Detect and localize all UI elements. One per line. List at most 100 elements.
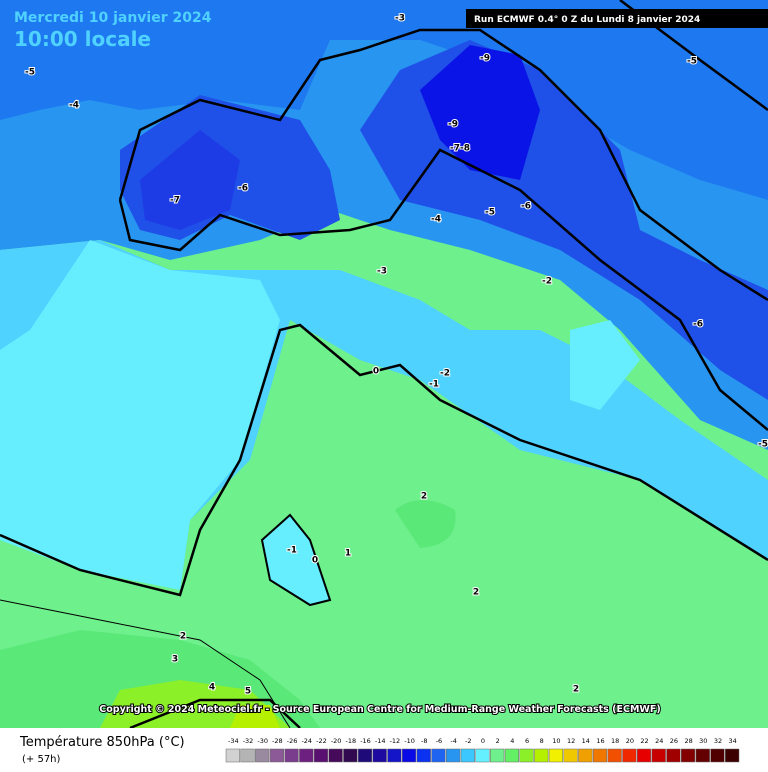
scale-swatch — [475, 748, 490, 763]
scale-label: 6 — [525, 737, 529, 745]
contour-label: -5 — [485, 208, 495, 218]
isotherm-thin — [0, 599, 291, 729]
scale-swatch — [460, 748, 475, 763]
contour-label: -4 — [69, 101, 79, 111]
scale-swatch — [681, 748, 696, 763]
contour-label: -9 — [448, 120, 458, 130]
scale-swatch — [636, 748, 652, 763]
scale-label: 18 — [611, 737, 619, 745]
scale-label: 22 — [640, 737, 648, 745]
region-minus1b — [570, 320, 640, 410]
contour-label: 0 — [312, 556, 318, 566]
map-date: Mercredi 10 janvier 2024 — [14, 10, 212, 26]
region-minus1c — [260, 513, 332, 607]
region-2 — [395, 500, 456, 548]
scale-label: 14 — [582, 737, 590, 745]
scale-swatch — [328, 748, 343, 763]
scale-label: -30 — [257, 737, 268, 745]
scale-swatch — [401, 748, 417, 763]
color-scale: -34 -32 -30 -28 -26 -24 -22 -20 -18 -16 -14 -12 -10-… — [225, 737, 740, 763]
scale-swatch — [387, 748, 402, 763]
scale-swatch — [695, 748, 710, 763]
scale-swatch — [519, 748, 534, 763]
region-5 — [230, 705, 280, 728]
isotherm-5 — [129, 698, 301, 730]
region-minus9 — [420, 45, 540, 180]
contour-label: -6 — [238, 184, 248, 194]
contour-label: 1 — [345, 549, 351, 559]
scale-swatch — [592, 748, 608, 763]
contour-label: -5 — [687, 57, 697, 67]
scale-swatch — [299, 748, 314, 763]
contour-label: -3 — [395, 14, 405, 24]
scale-label: 26 — [670, 737, 678, 745]
scale-swatch — [269, 748, 284, 763]
scale-label: 2 — [496, 737, 500, 745]
scale-label: -24 — [301, 737, 312, 745]
scale-label: 8 — [540, 737, 544, 745]
scale-label: -34 — [228, 737, 239, 745]
scale-label: 28 — [684, 737, 692, 745]
scale-swatch — [357, 748, 373, 763]
contour-label: -1 — [429, 380, 439, 390]
scale-swatch — [284, 748, 299, 763]
scale-label: 12 — [567, 737, 575, 745]
scale-swatch — [343, 748, 358, 763]
isotherm-0 — [0, 323, 768, 597]
scale-swatch — [563, 748, 578, 763]
contour-labels: -3-5-4-9 -5-7-6-9-7-8-4-5-6-3-2-60-1-2-52… — [24, 13, 768, 698]
scale-swatch — [372, 748, 387, 763]
scale-swatch — [225, 748, 240, 763]
scale-label: -32 — [243, 737, 254, 745]
contour-label: 2 — [473, 588, 479, 598]
scale-swatch — [651, 748, 666, 763]
contour-label: -5 — [758, 440, 768, 450]
scale-swatch — [622, 748, 637, 763]
scale-label: 32 — [714, 737, 722, 745]
scale-label: -10 — [404, 737, 415, 745]
scale-label: 34 — [729, 737, 737, 745]
scale-label: 20 — [626, 737, 634, 745]
scale-label: 4 — [510, 737, 514, 745]
contour-label: -5 — [25, 68, 35, 78]
scale-label: -8 — [421, 737, 427, 745]
scale-label: 0 — [481, 737, 485, 745]
run-box — [466, 9, 768, 28]
scale-swatch — [255, 748, 270, 763]
scale-label: -12 — [390, 737, 401, 745]
region-minus1 — [0, 240, 280, 590]
legend-label: Température 850hPa (°C) — [19, 735, 185, 750]
contour-label: -6 — [693, 320, 703, 330]
scale-swatch — [416, 748, 431, 763]
scale-swatch — [534, 748, 549, 763]
scale-label: 30 — [699, 737, 707, 745]
contour-label: 3 — [172, 655, 178, 665]
contour-label: 4 — [209, 683, 215, 693]
region-minus5 — [0, 0, 768, 200]
run-label: Run ECMWF 0.4° 0 Z du Lundi 8 janvier 20… — [474, 15, 700, 25]
contour-label: 5 — [245, 687, 251, 697]
scale-swatch — [607, 748, 622, 763]
scale-label: -26 — [287, 737, 298, 745]
scale-swatch — [446, 748, 461, 763]
contour-label: -1 — [287, 546, 297, 556]
contour-label: 0 — [373, 367, 379, 377]
scale-label: -20 — [331, 737, 342, 745]
scale-label: 16 — [596, 737, 604, 745]
scale-swatch — [313, 748, 329, 763]
scale-swatch — [240, 748, 255, 763]
scale-swatch — [725, 748, 740, 763]
scale-label: -2 — [465, 737, 471, 745]
isotherm-minus5 — [118, 28, 768, 302]
scale-swatch — [548, 748, 564, 763]
isotherm-minus5c — [118, 148, 768, 431]
scale-swatch — [504, 748, 519, 763]
contour-label: -7 — [170, 196, 180, 206]
scale-swatch — [431, 748, 446, 763]
scale-label: 10 — [552, 737, 560, 745]
scale-swatch — [710, 748, 725, 763]
contour-label: -3 — [377, 267, 387, 277]
scale-swatch — [578, 748, 593, 763]
scale-label: -6 — [436, 737, 442, 745]
